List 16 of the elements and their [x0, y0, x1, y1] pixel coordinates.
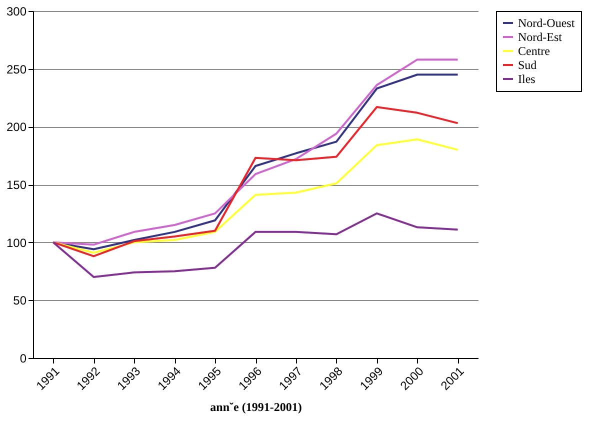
y-tick-label: 150	[6, 178, 27, 192]
legend-label: Nord-Est	[518, 30, 563, 44]
line-series	[52, 106, 459, 258]
line-series	[52, 212, 459, 278]
legend-label: Nord-Ouest	[518, 16, 576, 30]
y-tick-label: 50	[13, 294, 27, 308]
legend-label: Sud	[518, 58, 537, 72]
y-tick-label: 100	[6, 236, 27, 250]
y-tick-label: 300	[6, 4, 27, 18]
line-series	[52, 138, 459, 254]
legend-label: Centre	[518, 44, 550, 58]
x-axis-title: ann˘e (1991-2001)	[210, 400, 302, 414]
y-tick-label: 250	[6, 62, 27, 76]
legend-label: Iles	[518, 72, 536, 86]
y-tick-label: 200	[6, 120, 27, 134]
y-tick-label: 0	[20, 352, 27, 366]
